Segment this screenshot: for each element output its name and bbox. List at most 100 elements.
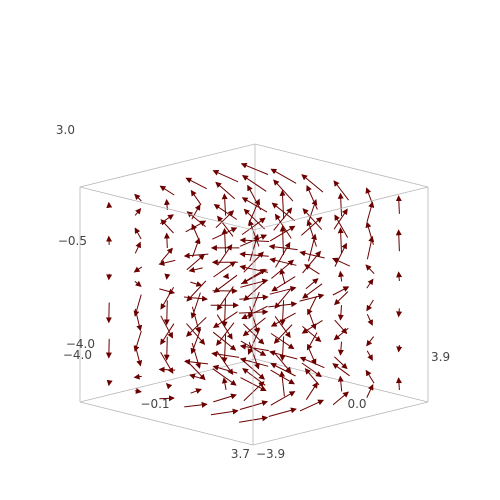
field-arrow [160,323,175,345]
field-arrow [301,216,323,236]
field-arrow [337,227,344,254]
field-arrow [216,314,233,340]
field-arrow [301,362,322,378]
field-arrow [331,257,351,267]
box-edge-top-front-right [252,186,429,231]
field-arrow [304,368,320,386]
x-tick-label-mid: −0.1 [140,397,169,411]
field-arrow [210,408,239,416]
field-arrow [213,393,237,403]
field-arrow [134,308,143,332]
box-edge-bottom-left [79,401,254,446]
field-arrow [366,313,373,326]
field-arrow [191,342,202,369]
field-arrow [274,352,292,374]
field-arrow [183,295,208,302]
field-arrow [279,300,286,326]
field-arrow [185,177,207,190]
field-arrow [301,174,324,193]
z-tick-label-top: 3.0 [56,123,75,137]
field-arrow [269,225,296,242]
field-arrow [188,266,203,273]
field-arrow [247,184,262,211]
field-arrow [239,357,269,367]
field-arrow [239,237,270,244]
field-arrow [241,217,266,236]
field-arrow [185,220,207,233]
field-arrow [217,244,233,266]
field-arrow [191,306,201,334]
field-arrow [333,327,349,341]
field-arrow [270,369,295,385]
field-arrow [190,388,202,394]
field-arrow [270,312,296,327]
field-arrow [221,377,228,390]
field-arrow [268,407,297,417]
field-arrow [279,268,286,285]
field-arrow [366,383,374,398]
field-arrow [212,170,239,183]
field-arrow [270,363,296,377]
field-arrow [395,195,402,214]
x-tick-label-end: 3.7 [231,447,250,461]
field-arrow [271,276,296,292]
field-arrow [239,400,269,410]
field-arrow [337,375,344,392]
field-arrow [183,252,209,259]
field-arrow [270,168,297,184]
field-arrow [159,185,175,196]
field-arrow [248,292,260,320]
box-edge-top-back-left [79,143,256,188]
field-arrow [248,198,261,225]
field-arrow [165,382,173,390]
field-arrow [338,270,344,282]
field-arrow [299,356,325,369]
field-arrow [268,301,298,308]
field-arrow [159,395,175,402]
field-arrow [299,399,325,412]
bounding-box-front-edges [79,143,429,446]
field-arrow [396,308,403,318]
field-arrow [213,261,237,278]
field-arrow [134,241,141,254]
field-arrow [158,259,176,266]
field-arrow [269,257,297,266]
field-arrow [333,180,349,201]
field-arrow [279,189,286,220]
field-arrow [215,181,236,200]
field-arrow [302,283,323,299]
field-arrow [134,387,142,394]
field-arrow [185,359,206,381]
field-arrow [164,198,170,210]
field-arrow [305,381,318,400]
field-arrow [249,233,260,262]
field-arrow [243,381,265,402]
field-arrow [160,247,173,263]
field-arrow [337,341,344,356]
field-arrow [274,287,292,309]
field-arrow [274,316,291,339]
field-arrow [307,310,317,330]
field-arrow [366,278,374,289]
field-arrow [221,334,228,364]
box-edge-top-back-right [254,143,429,188]
box-edge-bottom-right [252,401,429,446]
field-arrow [160,315,173,339]
field-arrow [216,350,234,376]
x-tick-label-start: −4.0 [63,348,92,362]
box-edge-back-x [79,358,256,403]
y-tick-label-mid: 0.0 [347,397,366,411]
field-arrow [334,242,347,267]
field-arrow [366,350,373,361]
field-arrow [302,250,322,274]
field-arrow [184,401,208,408]
field-arrow [269,350,298,360]
field-arrow [160,351,174,374]
field-arrow [240,278,269,288]
field-arrow [217,215,234,237]
field-arrow [242,360,265,380]
box-edge-top-front-left [79,186,254,231]
field-arrow [133,266,143,273]
field-arrow [248,219,260,247]
field-arrow [306,219,317,247]
